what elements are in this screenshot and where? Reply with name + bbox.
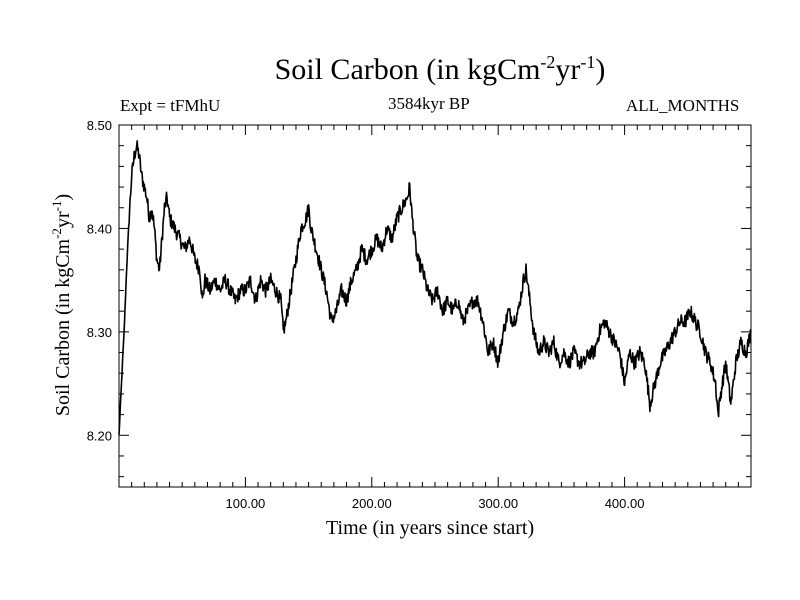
- period-label: 3584kyr BP: [388, 94, 470, 113]
- y-tick-label: 8.30: [87, 325, 112, 340]
- chart-title: Soil Carbon (in kgCm-2yr-1): [274, 52, 606, 86]
- y-tick-label: 8.50: [87, 118, 112, 133]
- axis-tick-labels: 100.00 200.00 300.00 400.00 8.20 8.30 8.40 8.50: [87, 118, 645, 511]
- axis-ticks: [119, 125, 751, 487]
- y-tick-label: 8.20: [87, 428, 112, 443]
- plot-frame: [118, 124, 752, 488]
- x-tick-label: 200.00: [352, 496, 392, 511]
- x-axis-label: Time (in years since start): [326, 517, 535, 539]
- experiment-label: Expt = tFMhU: [120, 96, 221, 115]
- months-label: ALL_MONTHS: [626, 96, 740, 115]
- x-tick-label: 100.00: [226, 496, 266, 511]
- x-tick-label: 300.00: [478, 496, 518, 511]
- x-tick-label: 400.00: [605, 496, 645, 511]
- soil-carbon-series-line: [118, 140, 752, 435]
- y-tick-label: 8.40: [87, 221, 112, 236]
